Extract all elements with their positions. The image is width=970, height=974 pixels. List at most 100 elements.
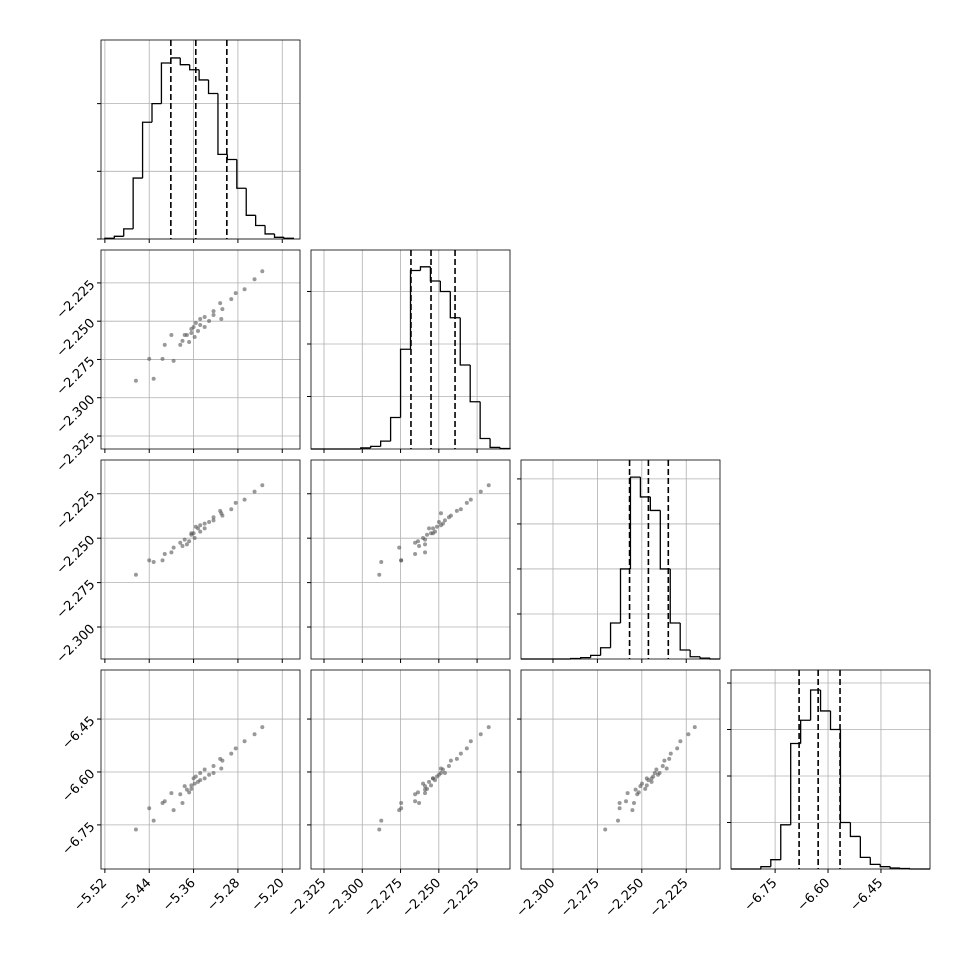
sample-point <box>678 739 682 743</box>
histogram-bin <box>209 80 218 94</box>
histogram-bin <box>246 188 255 215</box>
sample-point <box>189 787 193 791</box>
histogram-bin <box>133 178 142 229</box>
panel-frame <box>521 670 720 869</box>
sample-point <box>413 552 417 556</box>
histogram-bin <box>490 438 500 447</box>
sample-point <box>219 766 223 770</box>
sample-point <box>152 377 156 381</box>
sample-point <box>447 764 451 768</box>
histogram-bin <box>171 58 180 63</box>
sample-point <box>169 791 173 795</box>
sample-point <box>429 783 433 787</box>
sample-point <box>431 526 435 530</box>
sample-point <box>416 539 420 543</box>
sample-point <box>421 782 425 786</box>
histogram-bin <box>371 446 381 448</box>
histogram-bin <box>801 720 811 743</box>
y-tick-label: −6.45 <box>60 714 99 753</box>
sample-point <box>180 339 184 343</box>
sample-point <box>253 732 257 736</box>
histogram-bin <box>781 825 791 860</box>
histogram-bin <box>265 225 274 233</box>
histogram-bin <box>630 477 640 569</box>
sample-point <box>198 523 202 527</box>
sample-point <box>243 287 247 291</box>
sample-point <box>634 788 638 792</box>
sample-point <box>260 269 264 273</box>
sample-point <box>427 526 431 530</box>
sample-point <box>183 538 187 542</box>
x-tick-label: −6.45 <box>847 876 886 915</box>
histogram-bin <box>850 823 860 837</box>
sample-point <box>603 827 607 831</box>
histogram-bin <box>860 836 870 857</box>
histogram-bin <box>381 441 391 446</box>
sample-point <box>425 533 429 537</box>
x-tick-label: −5.44 <box>116 876 155 915</box>
sample-point <box>161 357 165 361</box>
panel-frame <box>101 670 300 869</box>
sample-point <box>439 766 443 770</box>
x-tick-label: −2.300 <box>514 876 559 921</box>
sample-point <box>193 536 197 540</box>
sample-point <box>198 323 202 327</box>
sample-point <box>212 309 216 313</box>
sample-point <box>253 490 257 494</box>
sample-point <box>465 746 469 750</box>
sample-point <box>152 560 156 564</box>
x-tick-label: −5.52 <box>71 876 110 915</box>
x-tick-label: −2.225 <box>647 876 692 921</box>
y-tick-label: −2.225 <box>54 278 99 323</box>
sample-point <box>192 531 196 535</box>
sample-point <box>640 782 644 786</box>
sample-point <box>626 791 630 795</box>
sample-point <box>212 515 216 519</box>
sample-point <box>212 764 216 768</box>
sample-point <box>417 544 421 548</box>
histogram-bin <box>411 270 421 349</box>
histogram-bin <box>161 63 170 104</box>
x-tick-label: −2.225 <box>438 876 483 921</box>
y-tick-label: −6.60 <box>60 767 99 806</box>
x-tick-label: −5.36 <box>160 876 199 915</box>
x-tick-label: −2.275 <box>558 876 603 921</box>
histogram-bin <box>680 623 690 650</box>
sample-point <box>147 558 151 562</box>
sample-point <box>459 507 463 511</box>
sample-point <box>423 550 427 554</box>
sample-point <box>219 317 223 321</box>
sample-point <box>645 783 649 787</box>
sample-point <box>203 522 207 526</box>
sample-point <box>413 799 417 803</box>
histogram-bin <box>460 318 470 365</box>
histogram-bin <box>870 857 880 864</box>
x-tick-label: −5.20 <box>249 876 288 915</box>
sample-point <box>229 507 233 511</box>
sample-point <box>630 808 634 812</box>
sample-point <box>399 801 403 805</box>
sample-point <box>455 509 459 513</box>
sample-point <box>686 732 690 736</box>
sample-point <box>189 331 193 335</box>
sample-point <box>178 792 182 796</box>
sample-point <box>220 307 224 311</box>
y-tick-label: −2.275 <box>54 354 99 399</box>
sample-point <box>439 511 443 515</box>
sample-point <box>421 536 425 540</box>
y-tick-label: −2.225 <box>54 488 99 533</box>
sample-point <box>431 776 435 780</box>
sample-point <box>427 780 431 784</box>
histogram-bin <box>670 569 680 623</box>
sample-point <box>658 771 662 775</box>
sample-point <box>198 771 202 775</box>
histogram-bin <box>227 154 236 159</box>
y-tick-label: −2.325 <box>54 431 99 476</box>
x-tick-label: −2.250 <box>399 876 444 921</box>
histogram-bin <box>391 417 401 441</box>
sample-point <box>161 558 165 562</box>
sample-point <box>234 746 238 750</box>
sample-point <box>260 483 264 487</box>
panel-frame <box>311 670 510 869</box>
y-tick-label: −2.300 <box>54 622 99 667</box>
